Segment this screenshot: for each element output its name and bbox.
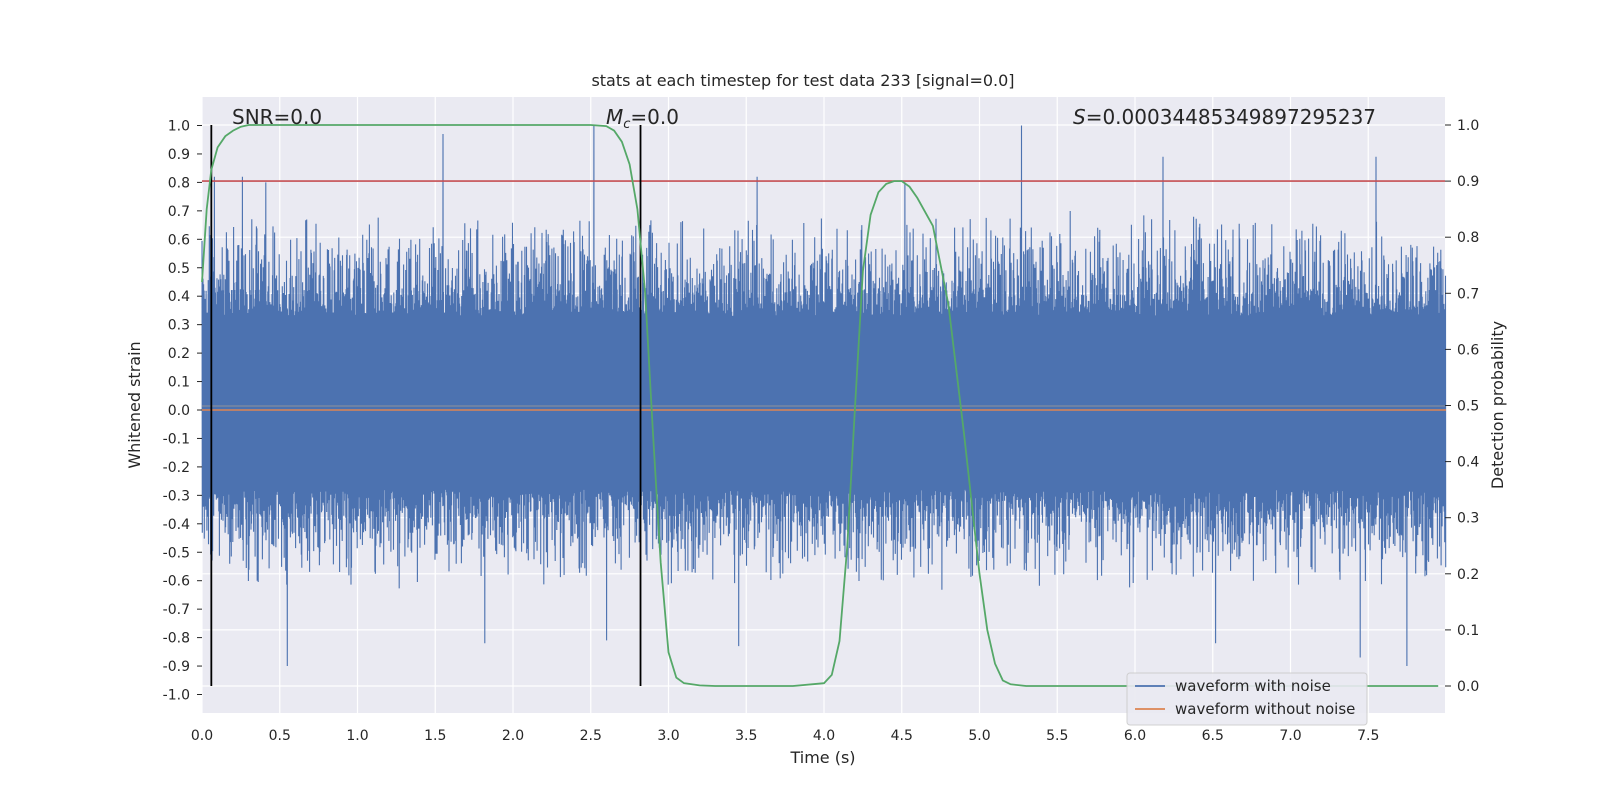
x-tick-label: 6.5 (1202, 728, 1224, 744)
x-tick-label: 4.0 (813, 728, 835, 744)
y-tick-labels: 1.0 0.9 0.8 0.7 0.6 0.5 0.4 0.3 0.2 0.1 0.0 -0.1 -0.… (163, 119, 202, 704)
detection-probability-line (201, 124, 1439, 687)
y-tick-label: 1.0 (168, 119, 190, 135)
legend-label-clean: waveform without noise (1175, 700, 1355, 718)
y-tick-label: -0.9 (163, 659, 190, 675)
y-tick-label: 0.8 (168, 175, 190, 191)
y-tick-label: -0.5 (163, 545, 190, 561)
snr-annotation: SNR=0.0 (232, 105, 322, 129)
y2-tick-label: 0.6 (1457, 342, 1479, 358)
y-tick-label: 0.5 (168, 261, 190, 277)
noise-waveform-core (202, 353, 1445, 462)
y-tick-label: 0.3 (168, 318, 190, 334)
y2-tick-label: 0.3 (1457, 511, 1479, 527)
x-tick-label: 7.0 (1279, 728, 1301, 744)
mc-symbol: M (606, 105, 623, 129)
x-tick-labels: 0.0 0.5 1.0 1.5 2.0 2.5 3.0 3.5 4.0 4.5 5.0 5.5 6.0 6… (191, 728, 1380, 744)
y-tick-label: 0.4 (168, 289, 190, 305)
y-tick-label: 0.2 (168, 346, 190, 362)
x-tick-label: 5.5 (1046, 728, 1068, 744)
x-tick-label: 0.0 (191, 728, 213, 744)
y-tick-label: -0.2 (163, 460, 190, 476)
legend-box (1126, 672, 1368, 726)
x-tick-label: 4.5 (891, 728, 913, 744)
s-symbol: S (1073, 105, 1086, 129)
x-tick-label: 3.0 (657, 728, 679, 744)
y-tick-label: -0.8 (163, 631, 190, 647)
y2-tick-label: 0.8 (1457, 230, 1479, 246)
mc-subscript: c (623, 117, 630, 132)
x-tick-label: 5.0 (968, 728, 990, 744)
y2-tick-labels: 1.0 0.9 0.8 0.7 0.6 0.5 0.4 0.3 0.2 0.1 0.0 (1445, 118, 1479, 695)
y-tick-label: -0.6 (163, 574, 190, 590)
y-tick-label: 0.0 (168, 403, 190, 419)
x-tick-label: 6.0 (1124, 728, 1146, 744)
x-tick-label: 7.5 (1357, 728, 1379, 744)
x-tick-label: 0.5 (269, 728, 291, 744)
y2-tick-label: 0.5 (1457, 399, 1479, 415)
y2-tick-label: 0.7 (1457, 286, 1479, 302)
y2-tick-label: 0.2 (1457, 567, 1479, 583)
y-tick-label: 0.1 (168, 375, 190, 391)
x-axis-label: Time (s) (789, 748, 855, 767)
y-tick-label: 0.6 (168, 232, 190, 248)
y2-tick-label: 0.1 (1457, 623, 1479, 639)
y2-axis-label: Detection probability (1488, 321, 1507, 489)
y2-tick-label: 0.0 (1457, 679, 1479, 695)
y-tick-label: -0.1 (163, 431, 190, 447)
y-tick-label: -0.4 (163, 517, 190, 533)
x-tick-label: 1.5 (424, 728, 446, 744)
s-annotation: S=0.00034485349897295237 (1073, 105, 1376, 129)
chart-marks (201, 124, 1446, 687)
y2-tick-label: 0.4 (1457, 455, 1479, 471)
y2-tick-label: 0.9 (1457, 174, 1479, 190)
x-tick-label: 2.0 (502, 728, 524, 744)
x-tick-label: 2.5 (580, 728, 602, 744)
mc-value: =0.0 (630, 105, 679, 129)
x-tick-label: 1.0 (346, 728, 368, 744)
legend-label-noise: waveform with noise (1175, 677, 1331, 695)
y-tick-label: 0.9 (168, 147, 190, 163)
y-axis-label: Whitened strain (125, 341, 144, 468)
y-tick-label: -1.0 (163, 688, 190, 704)
y-tick-label: -0.7 (163, 602, 190, 618)
y-tick-label: -0.3 (163, 488, 190, 504)
x-tick-label: 3.5 (735, 728, 757, 744)
chirp-mass-annotation: Mc=0.0 (606, 105, 679, 132)
chart-title: stats at each timestep for test data 233… (591, 71, 1014, 90)
y2-tick-label: 1.0 (1457, 118, 1479, 134)
legend: waveform with noise waveform without noi… (1126, 672, 1368, 726)
s-value: =0.00034485349897295237 (1086, 105, 1376, 129)
y-tick-label: 0.7 (168, 204, 190, 220)
